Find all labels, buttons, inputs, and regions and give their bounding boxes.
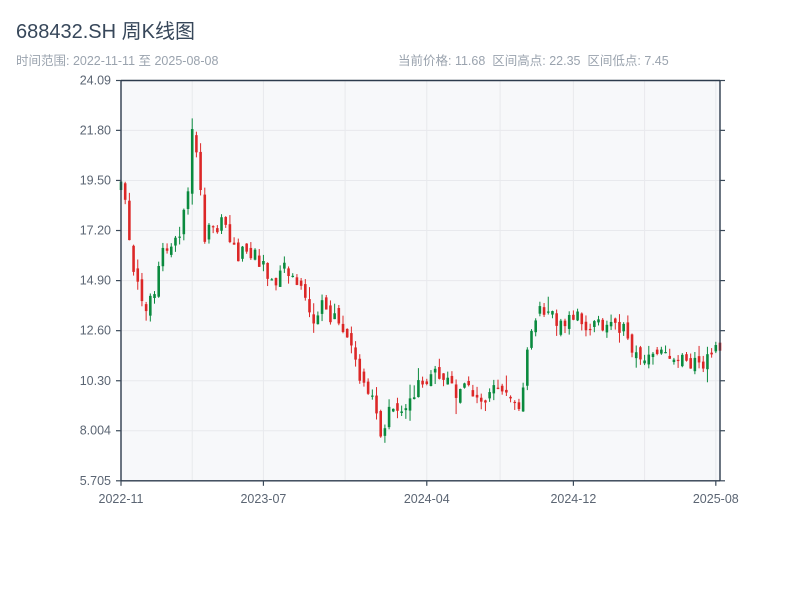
- svg-text:2022-11: 2022-11: [99, 492, 144, 506]
- svg-text:24.09: 24.09: [80, 74, 111, 88]
- svg-text:19.50: 19.50: [80, 173, 111, 187]
- svg-text:17.20: 17.20: [80, 224, 111, 238]
- svg-text:10.30: 10.30: [80, 374, 111, 388]
- svg-text:8.004: 8.004: [80, 424, 111, 438]
- svg-text:5.705: 5.705: [80, 474, 111, 488]
- svg-text:2025-08: 2025-08: [693, 492, 739, 506]
- svg-text:2024-12: 2024-12: [550, 492, 596, 506]
- svg-text:12.60: 12.60: [80, 324, 111, 338]
- svg-text:2024-04: 2024-04: [404, 492, 450, 506]
- svg-text:21.80: 21.80: [80, 123, 111, 137]
- svg-text:2023-07: 2023-07: [240, 492, 286, 506]
- svg-text:14.90: 14.90: [80, 274, 111, 288]
